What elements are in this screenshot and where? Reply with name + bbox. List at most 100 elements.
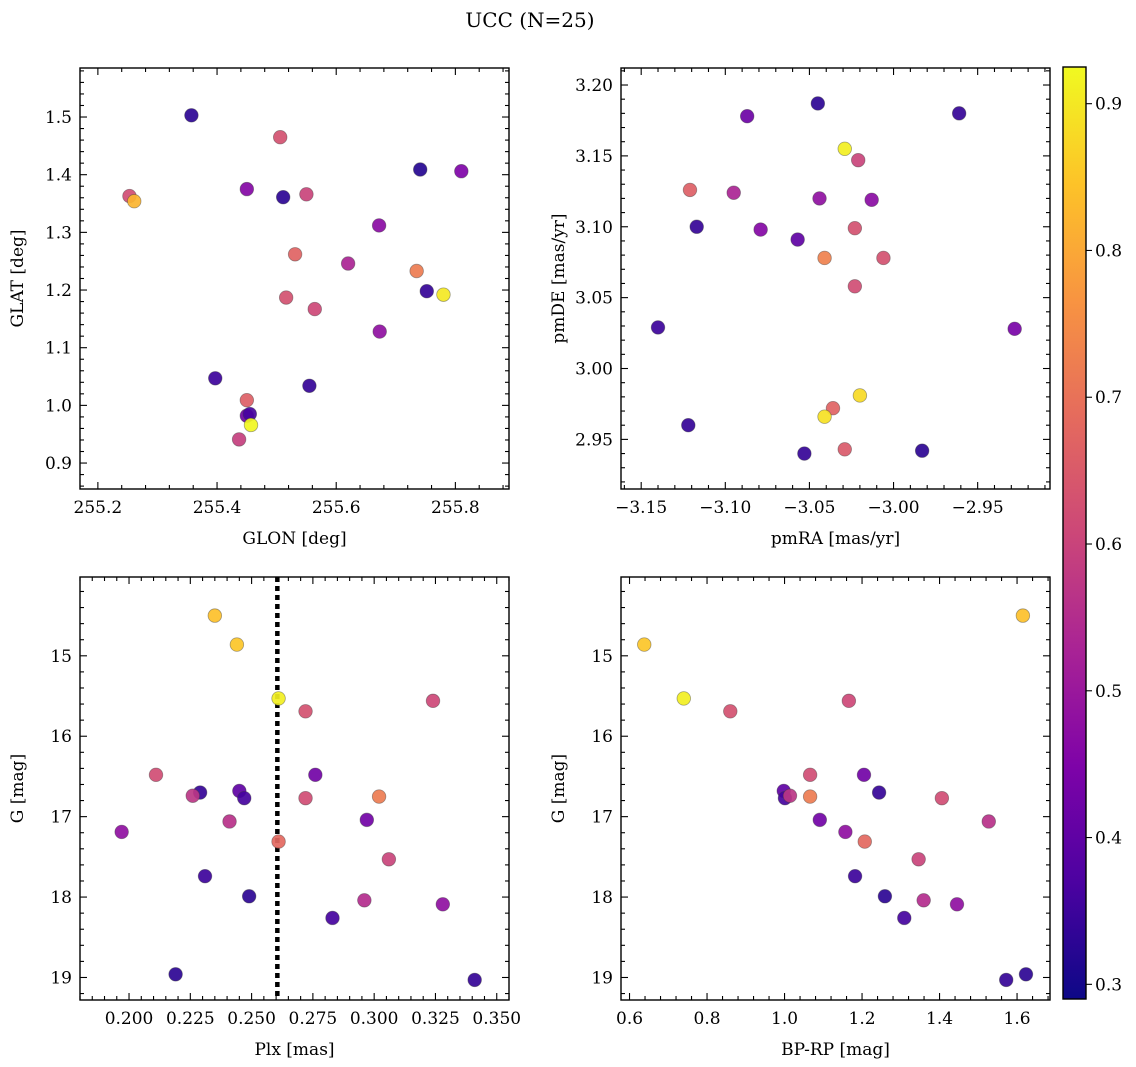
scatter-point — [837, 442, 852, 457]
scatter-point — [239, 392, 255, 408]
x-tick-label: 0.200 — [105, 1009, 154, 1029]
scatter-point — [864, 192, 879, 208]
colorbar-tick-label: 0.6 — [1095, 535, 1122, 555]
scatter-point — [307, 301, 322, 317]
x-tick-label: 255.2 — [74, 498, 123, 518]
scatter-point — [271, 691, 286, 706]
x-tick-label: 1.4 — [926, 1009, 953, 1029]
scatter-point — [454, 164, 469, 179]
scatter-point — [207, 608, 223, 623]
scatter-point — [127, 194, 142, 209]
colorbar-tick-label: 0.5 — [1095, 682, 1122, 702]
scatter-point — [208, 371, 223, 386]
y-tick-label: 3.10 — [575, 218, 613, 238]
scatter-point — [409, 263, 424, 279]
scatter-point — [1015, 608, 1031, 623]
y-tick-label: 15 — [591, 647, 613, 667]
figure-title: UCC (N=25) — [465, 8, 594, 32]
scatter-point — [372, 324, 387, 339]
scatter-point — [275, 189, 291, 205]
scatter-point — [222, 814, 237, 829]
scatter-point — [847, 220, 863, 236]
scatter-point — [298, 790, 313, 806]
scatter-point — [847, 279, 863, 294]
colorbar-tick-label: 0.4 — [1095, 829, 1122, 849]
x-tick-label: −3.10 — [699, 498, 751, 518]
scatter-point — [951, 106, 967, 121]
y-tick-label: 3.20 — [575, 76, 613, 96]
scatter-point — [726, 185, 741, 200]
panel-top-right: −3.15 −3.10 −3.05 −3.00 −2.95 2.95 3.00 3.05 3.1… — [549, 67, 1051, 549]
scatter-point — [359, 812, 375, 828]
x-tick-label: 255.8 — [431, 498, 480, 518]
y-tick-label: 18 — [50, 888, 72, 908]
x-tick-label: −3.15 — [615, 498, 667, 518]
colorbar-tick-label: 0.9 — [1095, 95, 1122, 115]
scatter-point — [797, 446, 812, 461]
y-tick-label: 3.15 — [575, 147, 613, 167]
x-tick-label: 0.275 — [289, 1009, 338, 1029]
y-tick-label: 17 — [591, 808, 613, 828]
scatter-point — [308, 767, 323, 783]
y-tick-label: 16 — [50, 727, 72, 747]
scatter-point — [148, 767, 164, 783]
scatter-point — [782, 788, 798, 803]
x-axis-label: BP-RP [mag] — [781, 1040, 890, 1060]
y-tick-label: 1.1 — [45, 339, 72, 359]
x-axis-label: GLON [deg] — [242, 529, 346, 549]
scatter-point — [425, 693, 441, 709]
x-tick-label: 1.2 — [849, 1009, 876, 1029]
scatter-point — [436, 287, 451, 302]
scatter-point — [802, 767, 818, 783]
scatter-point — [838, 824, 853, 840]
scatter-point — [753, 222, 768, 237]
y-tick-label: 1.3 — [45, 223, 72, 243]
scatter-point — [1018, 967, 1034, 982]
scatter-point — [243, 417, 259, 433]
scatter-point — [185, 788, 200, 803]
colorbar-tick-label: 0.3 — [1095, 975, 1122, 995]
scatter-point — [851, 152, 866, 168]
scatter-point — [689, 219, 704, 234]
colorbar-tick-label: 0.8 — [1095, 241, 1122, 261]
x-tick-label: 255.6 — [312, 498, 361, 518]
scatter-point — [681, 418, 696, 433]
scatter-point — [381, 852, 397, 867]
colorbar: 0.3 0.4 0.5 0.6 0.7 0.8 0.9 — [1062, 66, 1122, 1000]
y-tick-label: 15 — [50, 647, 72, 667]
scatter-point — [871, 785, 887, 800]
scatter-point — [325, 910, 340, 926]
scatter-point — [357, 893, 372, 908]
y-tick-label: 16 — [591, 727, 613, 747]
colorbar-tick-label: 0.7 — [1095, 388, 1122, 408]
scatter-point — [817, 250, 832, 266]
scatter-point — [435, 897, 451, 912]
y-tick-label: 2.95 — [575, 430, 613, 450]
x-tick-label: 0.300 — [350, 1009, 399, 1029]
scatter-point — [287, 247, 303, 262]
scatter-point — [897, 910, 912, 926]
scatter-point — [1007, 321, 1022, 337]
y-tick-label: 17 — [50, 808, 72, 828]
scatter-point — [229, 637, 245, 652]
y-tick-label: 19 — [50, 968, 72, 988]
x-tick-label: 255.4 — [193, 498, 242, 518]
x-tick-label: 1.6 — [1004, 1009, 1031, 1029]
scatter-point — [877, 889, 893, 904]
scatter-point — [298, 704, 313, 719]
scatter-point — [184, 108, 199, 123]
scatter-point — [231, 432, 247, 447]
x-tick-label: −3.05 — [783, 498, 835, 518]
scatter-point — [949, 897, 965, 912]
scatter-point — [837, 141, 852, 156]
y-tick-label: 1.5 — [45, 108, 72, 128]
colorbar-frame — [1062, 66, 1087, 1000]
scatter-point — [239, 181, 255, 197]
scatter-point — [911, 852, 926, 867]
scatter-point — [413, 162, 428, 177]
scatter-point — [876, 250, 891, 266]
plot-frame — [620, 67, 1051, 490]
scatter-point — [419, 283, 434, 299]
scatter-point — [340, 256, 356, 271]
scatter-point — [810, 96, 826, 111]
